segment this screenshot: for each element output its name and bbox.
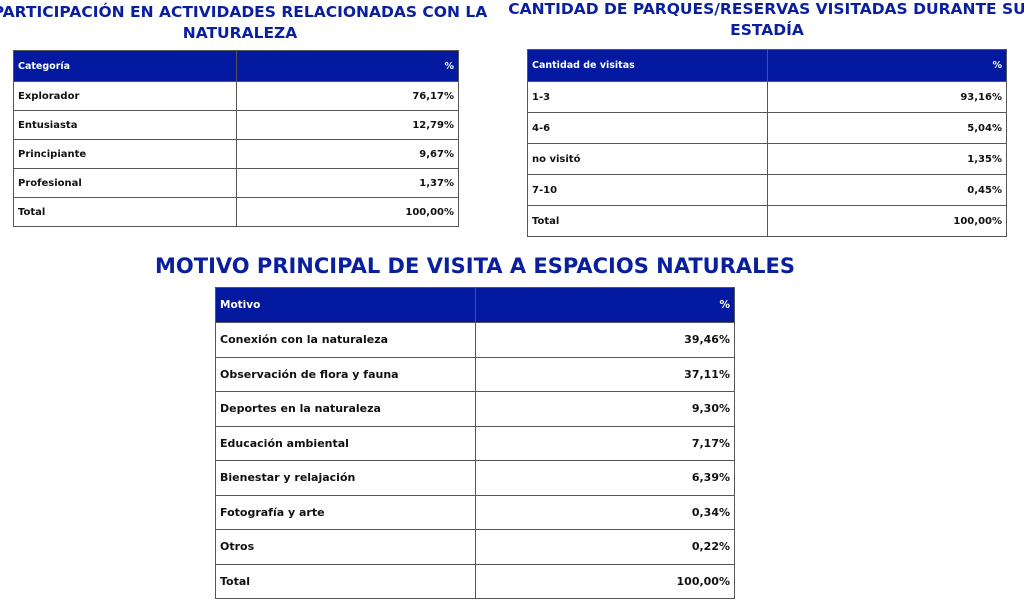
label-cell: 7-10 [527,174,768,206]
header-row: Motivo% [215,287,735,323]
table-row: Total 100,00% [215,563,735,599]
column-header: % [766,49,1007,82]
percent-cell: 39,46% [474,322,735,358]
label-cell: Conexión con la naturaleza [215,322,476,358]
column-header: % [235,50,459,82]
label-cell: Deportes en la naturaleza [215,391,476,427]
label-cell: Total [527,205,768,237]
percent-cell: 0,45% [766,174,1007,206]
visits-count-table: Cantidad de visitas% 1-3 93,16% 4-6 5,04% no … [527,49,1007,237]
table-row: Bienestar y relajación 6,39% [215,460,735,496]
label-cell: Total [13,197,237,227]
label-cell: 4-6 [527,112,768,144]
percent-cell: 0,34% [474,494,735,530]
table-row: Fotografía y arte 0,34% [215,494,735,530]
label-cell: Bienestar y relajación [215,460,476,496]
table-row: Explorador 76,17% [13,81,459,111]
percent-cell: 1,35% [766,143,1007,175]
percent-cell: 9,67% [235,139,459,169]
percent-cell: 100,00% [474,563,735,599]
table-row: 7-10 0,45% [527,174,1007,206]
label-cell: Total [215,563,476,599]
label-cell: no visitó [527,143,768,175]
label-cell: Educación ambiental [215,425,476,461]
column-header: Motivo [215,287,476,323]
table-row: Total 100,00% [13,197,459,227]
percent-cell: 0,22% [474,529,735,565]
table-row: Conexión con la naturaleza 39,46% [215,322,735,358]
table-row: Profesional 1,37% [13,168,459,198]
percent-cell: 7,17% [474,425,735,461]
label-cell: Profesional [13,168,237,198]
table3-title: MOTIVO PRINCIPAL DE VISITA A ESPACIOS NA… [155,254,795,278]
percent-cell: 76,17% [235,81,459,111]
label-cell: Principiante [13,139,237,169]
percent-cell: 6,39% [474,460,735,496]
label-cell: Otros [215,529,476,565]
percent-cell: 9,30% [474,391,735,427]
table-row: 1-3 93,16% [527,81,1007,113]
table-row: Entusiasta 12,79% [13,110,459,140]
column-header: Categoría [13,50,237,82]
table-row: Otros 0,22% [215,529,735,565]
label-cell: Observación de flora y fauna [215,356,476,392]
visit-reason-table: Motivo% Conexión con la naturaleza 39,46% O… [215,287,735,599]
percent-cell: 5,04% [766,112,1007,144]
header-row: Cantidad de visitas% [527,49,1007,82]
percent-cell: 1,37% [235,168,459,198]
percent-cell: 37,11% [474,356,735,392]
column-header: Cantidad de visitas [527,49,768,82]
percent-cell: 93,16% [766,81,1007,113]
participation-table: Categoría% Explorador 76,17% Entusiasta 12,7… [13,50,459,227]
percent-cell: 100,00% [235,197,459,227]
table-row: Educación ambiental 7,17% [215,425,735,461]
label-cell: Fotografía y arte [215,494,476,530]
percent-cell: 100,00% [766,205,1007,237]
table2-title: CANTIDAD DE PARQUES/RESERVAS VISITADAS D… [508,0,1024,39]
table-row: Deportes en la naturaleza 9,30% [215,391,735,427]
label-cell: Explorador [13,81,237,111]
table1-title: PARTICIPACIÓN EN ACTIVIDADES RELACIONADA… [0,3,488,42]
table-row: Principiante 9,67% [13,139,459,169]
label-cell: Entusiasta [13,110,237,140]
table-row: 4-6 5,04% [527,112,1007,144]
header-row: Categoría% [13,50,459,82]
label-cell: 1-3 [527,81,768,113]
table-row: no visitó 1,35% [527,143,1007,175]
percent-cell: 12,79% [235,110,459,140]
column-header: % [474,287,735,323]
table-row: Observación de flora y fauna 37,11% [215,356,735,392]
table-row: Total 100,00% [527,205,1007,237]
